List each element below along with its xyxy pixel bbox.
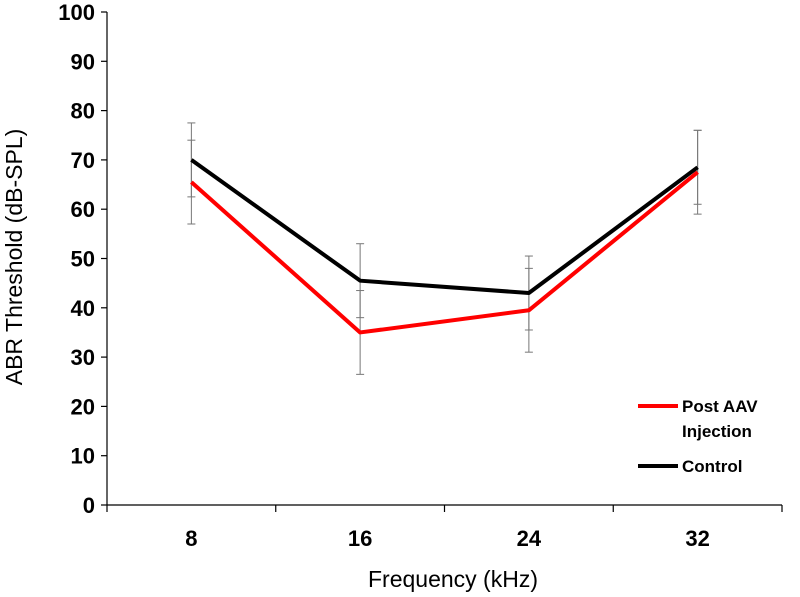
y-tick-label: 60 bbox=[71, 197, 95, 222]
y-axis-ticks: 0 10 20 30 40 50 60 70 80 90 100 bbox=[58, 0, 107, 518]
y-tick-label: 70 bbox=[71, 148, 95, 173]
legend-entry: Control bbox=[638, 457, 742, 476]
y-tick-label: 0 bbox=[83, 493, 95, 518]
x-tick-label: 24 bbox=[517, 526, 542, 551]
y-tick-label: 80 bbox=[71, 99, 95, 124]
y-tick-label: 90 bbox=[71, 49, 95, 74]
y-axis-title: ABR Threshold (dB-SPL) bbox=[1, 129, 27, 386]
y-tick-label: 100 bbox=[58, 0, 95, 25]
x-axis-ticks: 8 16 24 32 bbox=[106, 505, 783, 551]
series-line-control bbox=[190, 158, 699, 296]
y-tick-label: 50 bbox=[71, 247, 95, 272]
x-axis-title: Frequency (kHz) bbox=[368, 566, 538, 592]
legend-label: Post AAV bbox=[682, 397, 758, 416]
axes bbox=[106, 12, 782, 506]
legend-label: Control bbox=[682, 457, 742, 476]
legend-entry: Post AAV Injection bbox=[638, 397, 758, 441]
y-tick-label: 40 bbox=[71, 296, 95, 321]
legend: Post AAV Injection Control bbox=[638, 397, 758, 476]
series-lines bbox=[190, 158, 699, 335]
x-tick-label: 32 bbox=[685, 526, 709, 551]
x-tick-label: 16 bbox=[348, 526, 372, 551]
x-tick-label: 8 bbox=[185, 526, 197, 551]
series-line-post-aav-injection bbox=[190, 170, 699, 335]
y-tick-label: 20 bbox=[71, 394, 95, 419]
legend-label: Injection bbox=[682, 422, 752, 441]
y-tick-label: 30 bbox=[71, 345, 95, 370]
y-tick-label: 10 bbox=[71, 444, 95, 469]
